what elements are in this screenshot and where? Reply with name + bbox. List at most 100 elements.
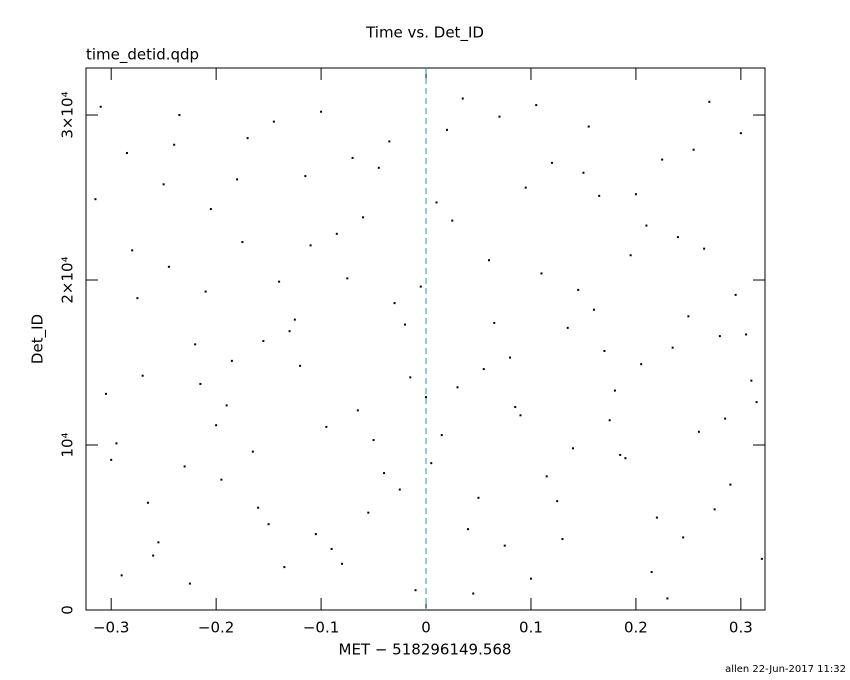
point (320, 110, 323, 113)
y-axis-label: Det_ID (29, 314, 48, 364)
point (152, 554, 155, 557)
x-tick-label: −0.3 (93, 619, 129, 637)
point (178, 114, 181, 117)
point (613, 389, 616, 392)
point (346, 277, 349, 280)
point (446, 128, 449, 131)
point (440, 434, 443, 437)
point (383, 472, 386, 475)
point (540, 272, 543, 275)
point (225, 404, 228, 407)
point (603, 349, 606, 352)
point (398, 488, 401, 491)
point (267, 523, 270, 526)
point (697, 430, 700, 433)
point (241, 241, 244, 244)
point (472, 592, 475, 595)
point (283, 566, 286, 569)
point (430, 462, 433, 465)
point (136, 297, 139, 300)
y-tick-label: 10⁴ (59, 432, 77, 457)
point (220, 478, 223, 481)
point (535, 104, 538, 107)
point (687, 315, 690, 318)
point (519, 414, 522, 417)
point (204, 290, 207, 293)
point (131, 249, 134, 252)
chart-subtitle: time_detid.qdp (86, 46, 199, 65)
point (125, 151, 128, 154)
point (676, 236, 679, 239)
point (104, 392, 107, 395)
point (477, 496, 480, 499)
point (309, 244, 312, 247)
point (592, 308, 595, 311)
point (115, 442, 118, 445)
point (729, 483, 732, 486)
point (183, 465, 186, 468)
point (624, 457, 627, 460)
x-tick-label: 0.2 (624, 619, 648, 637)
point (435, 201, 438, 204)
point (587, 125, 590, 128)
point (404, 323, 407, 326)
point (577, 288, 580, 291)
point (561, 538, 564, 541)
y-tick-label: 2×10⁴ (59, 256, 77, 303)
point (304, 175, 307, 178)
point (335, 232, 338, 235)
x-tick-label: 0.3 (729, 619, 753, 637)
point (650, 571, 653, 574)
point (487, 259, 490, 262)
point (598, 194, 601, 197)
point (498, 115, 501, 118)
point (467, 528, 470, 531)
point (388, 140, 391, 143)
point (529, 577, 532, 580)
point (246, 137, 249, 140)
x-axis-label: MET − 518296149.568 (339, 641, 512, 659)
point (582, 171, 585, 174)
point (356, 409, 359, 412)
point (708, 100, 711, 103)
point (110, 458, 113, 461)
point (556, 500, 559, 503)
point (503, 544, 506, 547)
point (666, 597, 669, 600)
point (330, 547, 333, 550)
point (141, 374, 144, 377)
point (293, 318, 296, 321)
point (162, 183, 165, 186)
x-tick-label: −0.1 (303, 619, 339, 637)
point (760, 557, 763, 560)
point (482, 368, 485, 371)
point (566, 326, 569, 329)
point (409, 376, 412, 379)
point (94, 198, 97, 201)
x-tick-label: 0 (421, 619, 431, 637)
point (367, 511, 370, 514)
point (550, 161, 553, 164)
point (188, 582, 191, 585)
point (236, 178, 239, 181)
point (341, 562, 344, 565)
point (257, 506, 260, 509)
point (167, 265, 170, 268)
point (120, 574, 123, 577)
point (299, 364, 302, 367)
point (157, 541, 160, 544)
point (671, 346, 674, 349)
point (377, 166, 380, 169)
point (750, 379, 753, 382)
point (703, 247, 706, 250)
point (288, 330, 291, 333)
point (524, 186, 527, 189)
point (739, 132, 742, 135)
point (640, 363, 643, 366)
point (451, 219, 454, 222)
point (745, 333, 748, 336)
point (682, 536, 685, 539)
point (393, 302, 396, 305)
point (634, 193, 637, 196)
